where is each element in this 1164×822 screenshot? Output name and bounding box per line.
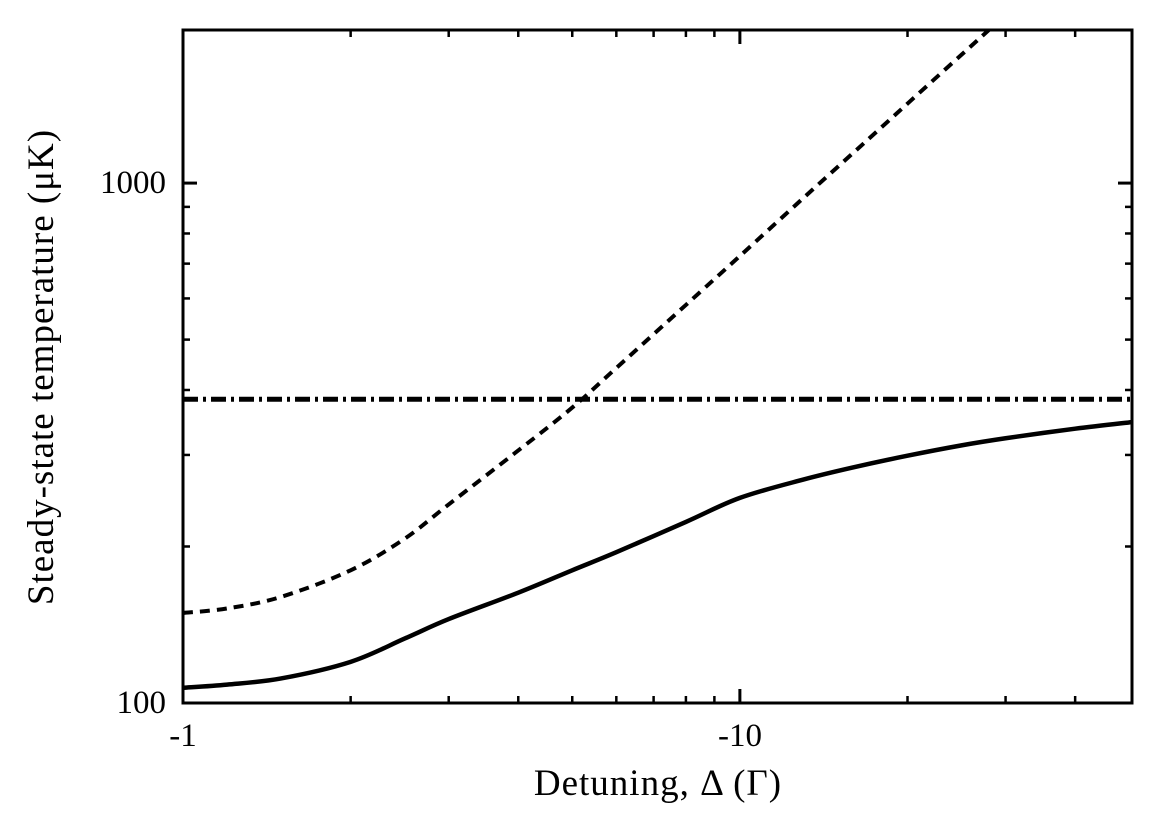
solid-curve [183,419,1132,690]
x-axis-title: Detuning, Δ (Γ) [533,763,783,804]
x-tick-label-minus-10: -10 [718,718,762,754]
plot-border [181,28,1134,705]
y-axis-title: Steady-state temperature (μK) [21,128,62,606]
y-tick-label-100: 100 [116,685,167,721]
dashed-curve [183,30,992,615]
y-tick-label-1000: 1000 [100,165,166,201]
x-tick-label-minus-1: -1 [169,718,197,754]
